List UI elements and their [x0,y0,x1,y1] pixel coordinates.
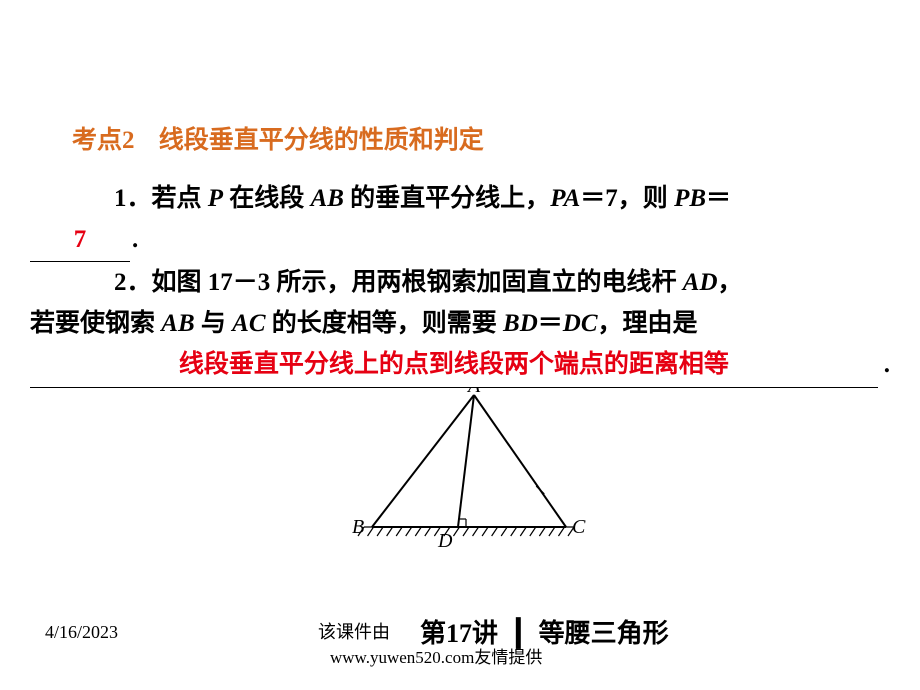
lecture-title: 等腰三角形 [539,619,669,648]
q1-period: . [132,219,138,260]
footer-date: 4/16/2023 [45,622,118,643]
svg-text:C: C [572,516,586,538]
svg-text:A: A [466,387,481,397]
question-2: 2．如图 17－3 所示，用两根钢索加固直立的电线杆 AD， 若要使钢索 AB … [30,262,890,389]
q2-answer-line: 线段垂直平分线上的点到线段两个端点的距离相等 . [30,344,890,388]
svg-text:D: D [437,530,453,552]
q2-line2: 若要使钢索 AB 与 AC 的长度相等，则需要 BD＝DC，理由是 [30,303,890,344]
triangle-diagram: A B C D [340,387,600,567]
q1-answer-line: 7 . [30,219,890,261]
q1-answer-blank: 7 [30,219,130,261]
section-header: 考点2 线段垂直平分线的性质和判定 [72,120,484,156]
question-1: 1．若点 P 在线段 AB 的垂直平分线上，PA＝7，则 PB＝ 7 . [30,178,890,262]
q2-period: . [884,344,890,385]
q2-line1: 2．如图 17－3 所示，用两根钢索加固直立的电线杆 AD， [30,262,890,303]
content-area: 1．若点 P 在线段 AB 的垂直平分线上，PA＝7，则 PB＝ 7 . 2．如… [30,178,890,388]
triangle-svg: A B C D [340,387,600,567]
footer-courseware: 该课件由 [318,618,390,644]
kaodian-label: 考点2 [72,127,135,154]
q1-line1-text: 1．若点 P 在线段 AB 的垂直平分线上，PA＝7，则 PB＝ [114,185,731,212]
footer-url: www.yuwen520.com友情提供 [330,643,542,668]
q2-answer-blank: 线段垂直平分线上的点到线段两个端点的距离相等 [30,344,878,388]
section-title: 线段垂直平分线的性质和判定 [159,127,484,154]
q1-text: 1．若点 P 在线段 AB 的垂直平分线上，PA＝7，则 PB＝ [30,178,890,219]
svg-text:B: B [352,516,364,538]
